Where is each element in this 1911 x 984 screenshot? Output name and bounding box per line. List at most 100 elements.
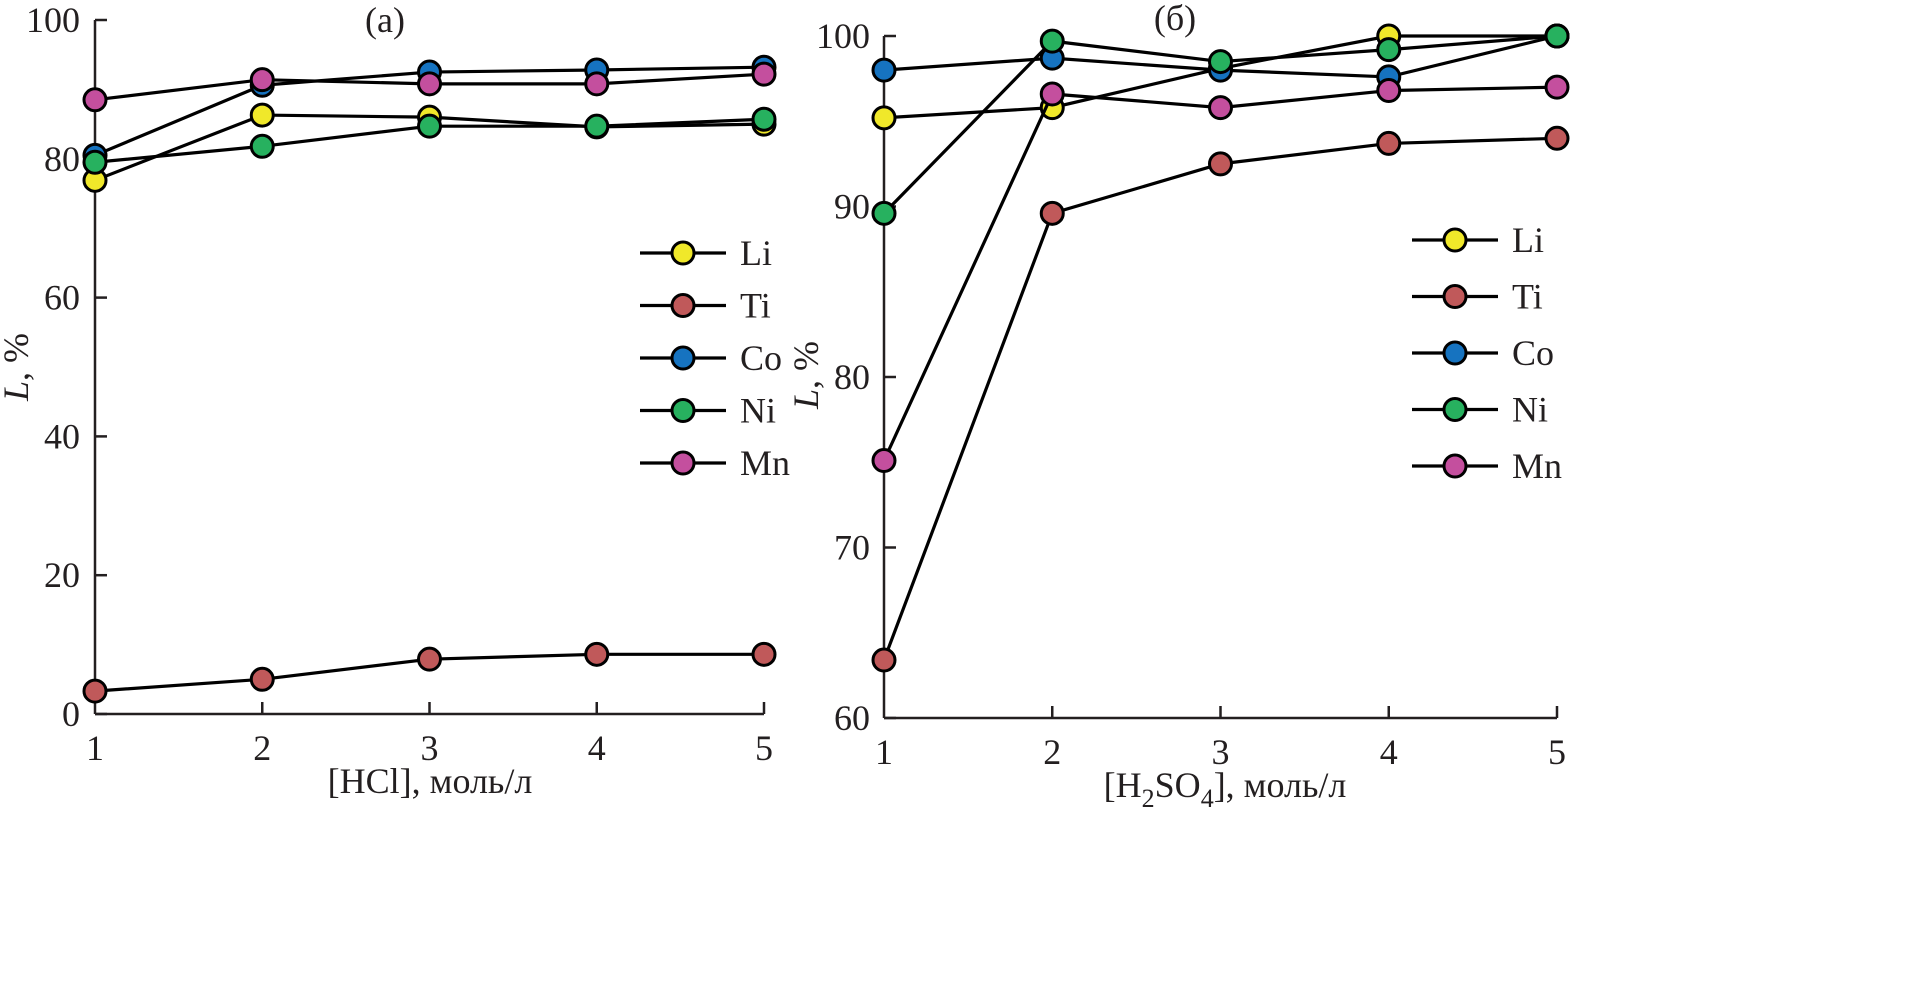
data-point-ni <box>751 106 777 132</box>
legend-item-li: Li <box>1412 220 1544 260</box>
legend-label: Co <box>1512 333 1554 373</box>
legend-item-co: Co <box>1412 333 1554 373</box>
legend-label: Li <box>1512 220 1544 260</box>
y-axis-title-unit: , % <box>0 333 36 381</box>
data-point-mn <box>751 61 777 87</box>
x-axis-title: [HCl], моль/л <box>328 761 533 801</box>
series-ti <box>82 641 777 704</box>
legend-label: Mn <box>740 443 790 483</box>
data-point-mn <box>871 448 897 474</box>
legend-item-ni: Ni <box>1412 390 1548 430</box>
series-mn <box>871 74 1570 474</box>
panel-a-hcl: 0 20 40 60 80 100 1 2 3 4 5 (a) [HCl], моль/л L, % Li T… <box>0 0 790 801</box>
x-tick-label: 2 <box>253 728 271 768</box>
y-axis-title-variable: L <box>0 381 36 402</box>
data-point-ni <box>82 149 108 175</box>
legend-marker <box>1442 227 1468 253</box>
data-point-ni <box>417 113 442 139</box>
y-tick-label: 80 <box>44 139 80 179</box>
y-tick-label: 100 <box>816 16 870 56</box>
series-ni <box>82 106 777 175</box>
series-ni <box>871 23 1570 226</box>
panel-label: (б) <box>1154 0 1196 38</box>
y-axis-title-unit: , % <box>786 341 826 389</box>
data-point-mn <box>584 71 610 97</box>
x-axis-title: [H2SO4], моль/л <box>1104 765 1347 813</box>
x-tick-label: 4 <box>588 728 606 768</box>
legend-label: Co <box>740 338 782 378</box>
data-point-ti <box>1208 151 1233 177</box>
y-axis-title: L, % <box>0 333 36 402</box>
x-tick-label: 5 <box>1548 732 1566 772</box>
legend-label: Ti <box>1512 277 1543 317</box>
legend-item-mn: Mn <box>640 443 790 483</box>
legend-marker <box>670 345 696 371</box>
x-axis-title-part: [H <box>1104 765 1142 805</box>
x-tick-label: 3 <box>1212 732 1230 772</box>
data-point-li <box>249 102 275 128</box>
data-point-ni <box>1039 28 1065 54</box>
y-tick-label: 20 <box>44 555 80 595</box>
legend-item-ti: Ti <box>640 286 771 326</box>
data-point-mn <box>82 87 108 113</box>
y-tick-label: 60 <box>44 278 80 318</box>
x-axis-title-subscript: 4 <box>1201 784 1214 813</box>
series-mn <box>82 61 777 113</box>
data-point-ti <box>249 666 275 692</box>
data-point-co <box>871 57 897 83</box>
y-tick-label: 80 <box>834 357 870 397</box>
data-point-ti <box>82 678 108 704</box>
y-tick-label: 70 <box>834 528 870 568</box>
legend-item-mn: Mn <box>1412 446 1562 486</box>
legend-label: Li <box>740 233 772 273</box>
data-point-ni <box>871 200 897 226</box>
panel-label: (a) <box>365 0 405 40</box>
data-point-ni <box>1544 23 1570 49</box>
data-point-ni <box>1208 49 1233 75</box>
data-point-ti <box>584 641 610 667</box>
legend-marker <box>670 398 696 423</box>
data-point-ti <box>1039 200 1065 226</box>
x-tick-label: 1 <box>875 732 893 772</box>
x-tick-label: 1 <box>86 728 104 768</box>
y-tick-label: 0 <box>62 694 80 734</box>
legend-item-co: Co <box>640 338 782 378</box>
legend-marker <box>1442 453 1468 479</box>
legend-label: Ni <box>740 391 776 431</box>
legend-marker <box>670 293 696 318</box>
data-point-mn <box>417 71 442 97</box>
data-point-mn <box>1208 95 1233 121</box>
x-tick-label: 3 <box>421 728 439 768</box>
legend-marker <box>1442 340 1468 366</box>
data-point-li <box>871 105 897 131</box>
legend-item-li: Li <box>640 233 772 273</box>
data-point-ni <box>1376 37 1402 63</box>
data-point-ni <box>249 133 275 159</box>
legend-item-ni: Ni <box>640 391 776 431</box>
data-point-ti <box>751 641 777 667</box>
x-axis-title-part: SO <box>1155 765 1201 805</box>
x-tick-label: 4 <box>1380 732 1398 772</box>
x-tick-label: 2 <box>1043 732 1061 772</box>
series-ti <box>871 125 1570 673</box>
legend: Li Ti Co Ni Mn <box>1412 220 1562 486</box>
y-tick-label: 40 <box>44 416 80 456</box>
legend-marker <box>670 240 696 266</box>
y-tick-label: 90 <box>834 187 870 227</box>
data-point-ni <box>584 113 610 139</box>
data-point-ti <box>417 646 442 672</box>
data-point-ti <box>1376 130 1402 156</box>
y-axis-title: L, % <box>786 341 826 410</box>
x-tick-label: 5 <box>755 728 773 768</box>
legend-marker <box>1442 397 1468 422</box>
legend-label: Mn <box>1512 446 1562 486</box>
legend-marker <box>1442 284 1468 309</box>
data-point-ti <box>1544 125 1570 151</box>
legend: Li Ti Co Ni Mn <box>640 233 790 483</box>
y-tick-label: 100 <box>26 0 80 40</box>
legend-label: Ni <box>1512 390 1548 430</box>
data-point-mn <box>249 67 275 93</box>
x-axis-title-subscript: 2 <box>1142 784 1155 813</box>
